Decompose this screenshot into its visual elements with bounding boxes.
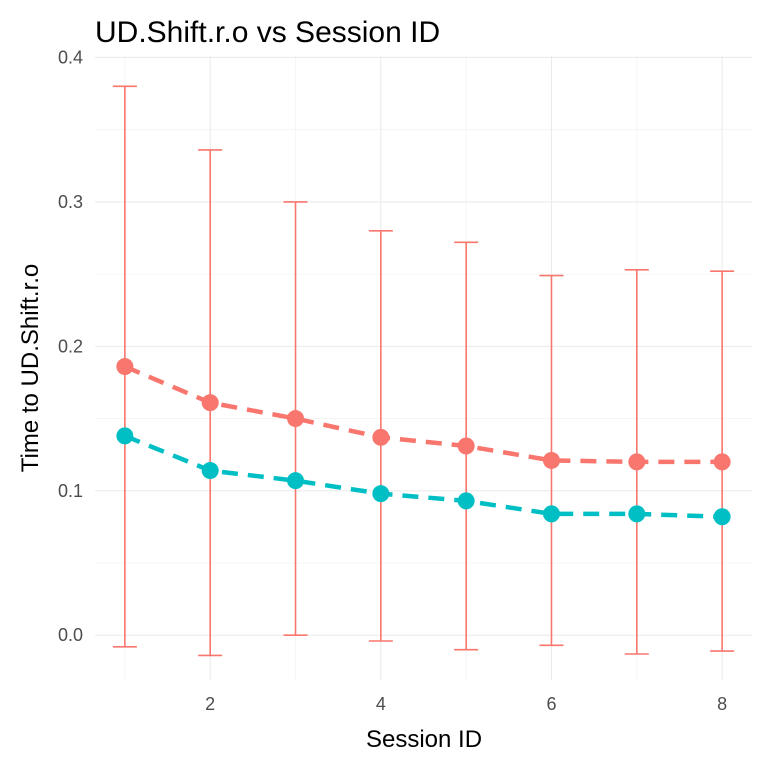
series-2-point: [116, 427, 134, 445]
series-1-point: [287, 410, 305, 428]
tick-layer: 0.0 0.1 0.2 0.3 0.4 2 4 6 8: [58, 47, 727, 714]
errorbar-layer: [112, 85, 735, 657]
x-tick-label: 4: [376, 694, 386, 714]
line-layer: [123, 364, 723, 520]
x-tick-label: 2: [205, 694, 215, 714]
grid-layer: [95, 56, 752, 680]
point-layer: [116, 358, 731, 526]
series-1-point: [457, 437, 475, 455]
series-2-point: [457, 492, 475, 510]
series-1-point: [116, 358, 134, 376]
x-tick-label: 8: [717, 694, 727, 714]
series-1-point: [201, 394, 219, 412]
series-1-point: [372, 428, 390, 446]
y-tick-label: 0.0: [58, 625, 83, 645]
series-2-point: [542, 505, 560, 523]
series-2-point: [287, 472, 305, 490]
y-tick-label: 0.3: [58, 192, 83, 212]
x-axis-title: Session ID: [366, 726, 482, 753]
series-1-point: [713, 453, 731, 471]
series-1-line: [123, 364, 723, 465]
series-2-point: [372, 485, 390, 503]
x-tick-label: 6: [546, 694, 556, 714]
y-tick-label: 0.4: [58, 47, 83, 67]
series-1-point: [628, 453, 646, 471]
chart-title: UD.Shift.r.o vs Session ID: [95, 16, 440, 49]
series-2-point: [201, 462, 219, 480]
series-2-line: [124, 433, 723, 520]
series-2-point: [713, 508, 731, 526]
y-tick-label: 0.2: [58, 336, 83, 356]
y-axis-title: Time to UD.Shift.r.o: [17, 264, 44, 473]
series-1-point: [542, 451, 560, 469]
y-tick-label: 0.1: [58, 481, 83, 501]
series-2-point: [628, 505, 646, 523]
